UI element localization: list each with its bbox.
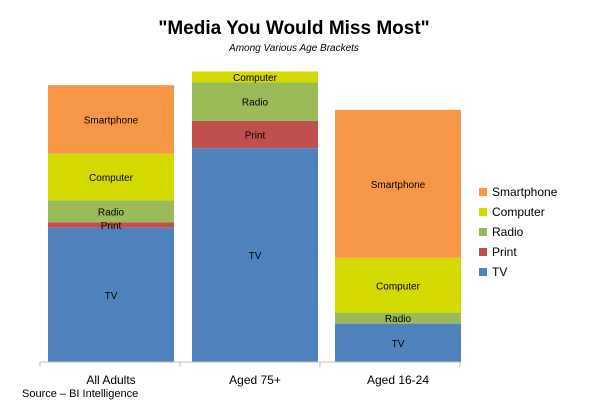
- category-labels: All Adults Aged 75+ Aged 16-24: [86, 373, 429, 387]
- x-axis-ticks: [39, 362, 461, 367]
- bar-aged-16-24-smartphone: [335, 109, 461, 258]
- bars-layer: TV Print Radio Computer Smartphone TV Print Rad…: [48, 71, 461, 362]
- category-label: All Adults: [86, 373, 135, 387]
- bar-aged-75--radio: [192, 82, 318, 121]
- bar-all-adults-tv: [48, 227, 174, 362]
- segment-label: Print: [245, 131, 266, 142]
- legend-label-radio: Radio: [492, 225, 524, 239]
- bar-aged-75--computer: [192, 71, 318, 83]
- legend-swatch-smartphone: [479, 188, 487, 196]
- legend-swatch-tv: [479, 268, 487, 276]
- segment-label: Radio: [385, 314, 412, 325]
- segment-label: Computer: [233, 73, 278, 84]
- legend-swatch-print: [479, 248, 487, 256]
- legend: Smartphone Computer Radio Print TV: [479, 185, 558, 279]
- bar-aged-16-24-tv: [335, 323, 461, 362]
- category-label: Aged 16-24: [367, 373, 429, 387]
- segment-label: Print: [101, 221, 122, 232]
- bar-all-adults-computer: [48, 153, 174, 201]
- bar-aged-75--tv: [192, 148, 318, 362]
- legend-swatch-radio: [479, 228, 487, 236]
- segment-label: Computer: [89, 173, 134, 184]
- legend-label-smartphone: Smartphone: [492, 185, 558, 199]
- segment-label: TV: [249, 251, 262, 262]
- bar-aged-75--print: [192, 120, 318, 149]
- bar-aged-16-24-computer: [335, 257, 461, 313]
- legend-label-print: Print: [492, 245, 517, 259]
- legend-swatch-computer: [479, 208, 487, 216]
- segment-label: TV: [105, 291, 118, 302]
- segment-label: TV: [392, 339, 405, 350]
- bar-all-adults-smartphone: [48, 85, 174, 154]
- chart-subtitle: Among Various Age Brackets: [228, 43, 359, 54]
- source-note: Source – BI Intelligence: [22, 388, 138, 400]
- bar-all-adults-print: [48, 222, 174, 228]
- bar-aged-16-24-radio: [335, 312, 461, 324]
- bar-all-adults-radio: [48, 200, 174, 223]
- segment-label: Smartphone: [84, 115, 139, 126]
- segment-label: Radio: [242, 98, 269, 109]
- segment-label: Smartphone: [371, 180, 426, 191]
- legend-label-tv: TV: [492, 265, 507, 279]
- segment-label: Radio: [98, 207, 125, 218]
- category-label: Aged 75+: [229, 373, 281, 387]
- legend-label-computer: Computer: [492, 205, 545, 219]
- chart-title: "Media You Would Miss Most": [158, 18, 429, 39]
- segment-label: Computer: [376, 281, 421, 292]
